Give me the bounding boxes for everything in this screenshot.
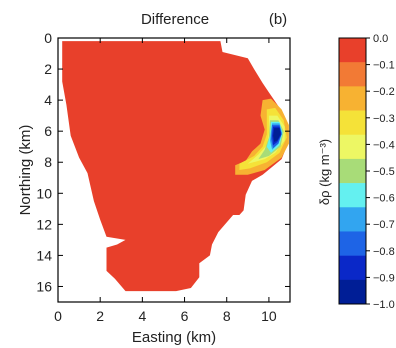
colorbar-swatch	[339, 86, 366, 111]
y-tick-label: 4	[44, 92, 52, 108]
y-axis-ticks: 0 2 4 6 8 10 12 14 16	[36, 30, 290, 294]
x-tick-label: 0	[54, 308, 62, 324]
colorbar-tick-label: −0.1	[373, 60, 395, 72]
y-tick-label: 8	[44, 154, 52, 170]
x-tick-label: 4	[138, 308, 146, 324]
study-region	[62, 41, 288, 292]
colorbar-swatch	[339, 158, 366, 184]
colorbar-tick-label: −0.5	[373, 166, 395, 178]
y-tick-label: 12	[36, 216, 52, 232]
colorbar-swatch	[339, 134, 366, 160]
anomaly-zone	[273, 128, 281, 142]
x-tick-label: 6	[181, 308, 189, 324]
colorbar-tick-label: −0.4	[373, 139, 395, 151]
colorbar-swatch	[339, 183, 366, 208]
colorbar-swatch	[339, 207, 366, 232]
y-tick-label: 2	[44, 61, 52, 77]
colorbar-tick-label: −0.2	[373, 86, 395, 98]
colorbar-tick-label: −1.0	[373, 299, 395, 311]
y-tick-label: 14	[36, 247, 52, 263]
colorbar-swatch	[339, 279, 366, 305]
colorbar-tick-label: 0.0	[373, 33, 388, 45]
colorbar-swatch	[339, 38, 366, 63]
y-tick-label: 16	[36, 278, 52, 294]
colorbar-swatch	[339, 110, 366, 136]
y-tick-label: 0	[44, 30, 52, 46]
map-plot: 0 2 4 6 8 10 0 2 4 6 8 10 12 14 16	[36, 30, 291, 324]
colorbar-swatch	[339, 255, 366, 281]
colorbar-swatch	[339, 231, 366, 256]
colorbar-tick-label: −0.7	[373, 219, 395, 231]
x-tick-label: 8	[223, 308, 231, 324]
map-area	[62, 41, 289, 292]
panel-label: (b)	[269, 11, 287, 28]
colorbar-tick-label: −0.6	[373, 193, 395, 205]
x-axis-label: Easting (km)	[132, 329, 216, 346]
x-axis-ticks: 0 2 4 6 8 10	[54, 38, 277, 324]
colorbar-tick-label: −0.9	[373, 272, 395, 284]
plot-frame	[57, 37, 291, 303]
colorbar: 0.0 −0.1 −0.2 −0.3 −0.4 −0.5 −0.6 −0.7 −0.8 −0.9 −…	[338, 33, 395, 311]
x-tick-label: 10	[261, 308, 277, 324]
chart-title: Difference	[141, 11, 209, 28]
y-axis-label: Northing (km)	[17, 125, 34, 216]
colorbar-label: δρ (kg m⁻³)	[317, 139, 332, 205]
colorbar-swatch	[339, 62, 366, 87]
colorbar-tick-label: −0.8	[373, 246, 395, 258]
x-tick-label: 2	[96, 308, 104, 324]
y-tick-label: 10	[36, 185, 52, 201]
colorbar-tick-label: −0.3	[373, 113, 395, 125]
y-tick-label: 6	[44, 123, 52, 139]
